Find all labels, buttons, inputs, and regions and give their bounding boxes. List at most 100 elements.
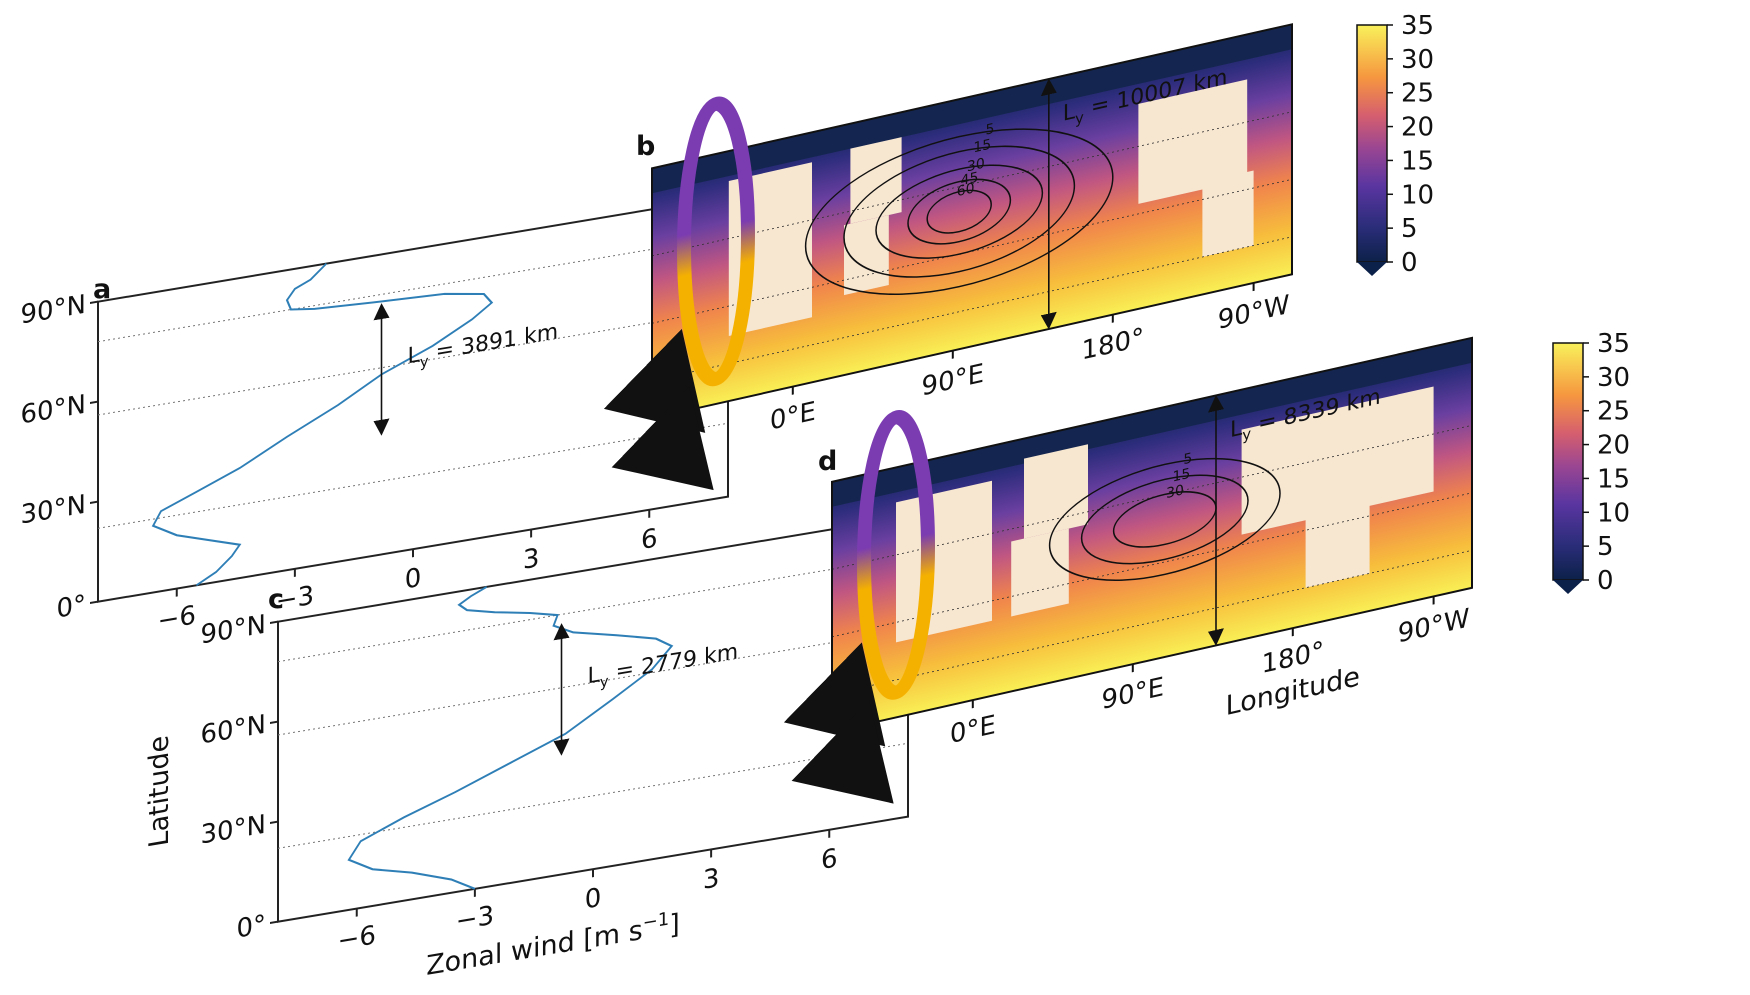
colorbar-tick-label: 10	[1401, 180, 1434, 210]
y-tick	[90, 600, 98, 604]
map-frame	[651, 23, 1293, 420]
y-tick	[90, 300, 98, 304]
polar-band	[652, 24, 1292, 194]
zonal-wind-line	[347, 586, 674, 890]
x-tick-label: 3	[523, 543, 540, 576]
x-tick-label: 0	[405, 563, 422, 596]
overturning-loop	[857, 410, 935, 700]
plot-frame	[277, 515, 909, 923]
polar-band	[832, 337, 1472, 507]
x-tick-label: 6	[641, 524, 658, 557]
colorbar-extend-triangle	[1553, 580, 1583, 594]
contour-label: 5	[985, 121, 994, 139]
colorbar-tick-label: 25	[1597, 397, 1630, 427]
colorbar-tick-label: 15	[1597, 464, 1630, 494]
land-mass	[850, 137, 902, 224]
land-mass	[1138, 79, 1248, 204]
colorbar-tick-label: 25	[1401, 79, 1434, 109]
y-tick	[270, 620, 278, 624]
y-tick-label: 60°N	[20, 390, 86, 431]
y-tick	[270, 920, 278, 924]
x-tick-label: 3	[703, 863, 720, 896]
x-tick-label: 90°W	[1218, 290, 1290, 336]
land-mass	[1024, 444, 1088, 539]
x-tick-label: 6	[821, 844, 838, 877]
x-tick-label: 90°W	[1398, 604, 1470, 650]
land-mass	[1011, 528, 1069, 617]
map-frame	[831, 336, 1473, 734]
contour-line	[804, 128, 1114, 296]
southward-arrow	[611, 386, 714, 491]
x-tick-label: 0°E	[950, 710, 996, 750]
colorbar-tick-label: 35	[1597, 329, 1630, 359]
x-tick-label: −6	[158, 600, 196, 636]
colorbar-tick-label: 5	[1597, 532, 1614, 562]
land-mass	[844, 215, 889, 296]
colorbar-tick-label: 30	[1597, 363, 1630, 393]
overturning-loop	[677, 96, 755, 387]
contour-line	[1080, 474, 1249, 565]
y-tick	[270, 720, 278, 724]
colorbar-tick-label: 0	[1597, 566, 1614, 596]
y-tick	[270, 820, 278, 824]
colorbar-tick-label: 20	[1597, 431, 1630, 461]
land-mass	[1241, 386, 1434, 535]
panel-c-letter: c	[268, 584, 284, 615]
land-mass	[1202, 170, 1254, 257]
colorbar-extend-triangle	[1357, 262, 1387, 276]
gridline	[98, 236, 728, 343]
contour-label: 60	[957, 180, 975, 200]
x-tick-label: 0	[585, 883, 602, 916]
y-tick-label: 30°N	[20, 490, 86, 531]
gridline	[652, 236, 1292, 382]
southward-arrow	[791, 700, 894, 804]
colorbar-tick-label: 15	[1401, 146, 1434, 176]
y-axis-title: Latitude	[144, 733, 175, 849]
y-tick-label: 60°N	[200, 710, 266, 751]
x-tick-label: −3	[456, 901, 494, 937]
colorbar-gradient	[1356, 24, 1388, 263]
contour-label: 30	[1166, 482, 1184, 502]
x-tick-label: 180°	[1081, 323, 1144, 367]
plot-frame	[97, 195, 729, 603]
colorbar-tick-label: 30	[1401, 45, 1434, 75]
land-mass	[896, 480, 992, 643]
colorbar-tick-label: 35	[1401, 11, 1434, 41]
y-tick-label: 90°N	[20, 290, 86, 331]
contour-line	[1048, 457, 1281, 581]
y-tick-label: 0°	[236, 910, 266, 945]
x-tick-label: −6	[338, 920, 376, 956]
gridline	[98, 309, 728, 416]
panel-a-letter: a	[93, 274, 111, 305]
ocean-field	[652, 24, 1292, 419]
gridline	[832, 549, 1472, 695]
colorbar-tick-label: 20	[1401, 113, 1434, 143]
x-tick-label: 90°E	[1102, 672, 1164, 716]
colorbar-gradient	[1552, 342, 1584, 581]
y-tick-label: 90°N	[200, 610, 266, 651]
colorbar-tick-label: 10	[1597, 498, 1630, 528]
gridline	[832, 492, 1472, 638]
gridline	[278, 556, 908, 663]
x-tick-label: −3	[276, 581, 314, 617]
panel-d-letter: d	[818, 446, 837, 477]
panel-b-letter: b	[636, 131, 655, 162]
contour-line	[843, 145, 1076, 278]
land-mass	[1305, 498, 1370, 588]
x-tick-label: 0°E	[770, 397, 816, 437]
contour-label: 15	[973, 137, 991, 157]
y-tick-label: 0°	[56, 590, 86, 625]
contour-label: 45	[961, 170, 979, 190]
contour-label: 30	[967, 156, 985, 176]
contour-label: 5	[1183, 450, 1192, 468]
